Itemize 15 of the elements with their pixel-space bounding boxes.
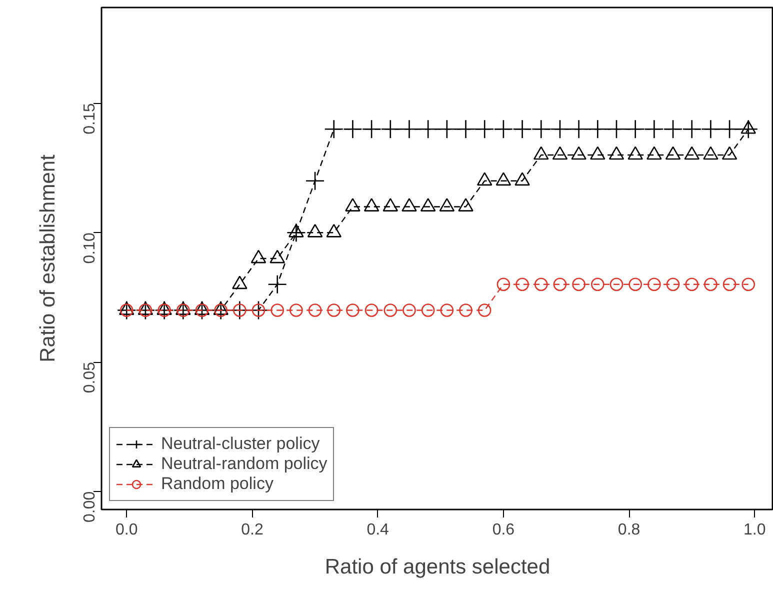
legend-label: Neutral-random policy [161,454,328,474]
x-tick-label: 0.0 [116,522,138,538]
x-axis-title: Ratio of agents selected [324,556,550,578]
x-tick-label: 0.4 [366,522,390,538]
x-tick-label: 0.2 [241,522,264,538]
legend-label: Neutral-cluster policy [161,434,320,454]
x-tick-label: 0.8 [618,522,640,538]
legend-label: Random policy [161,474,274,494]
y-tick-label: 0.10 [82,232,98,264]
y-tick-label: 0.15 [82,103,98,134]
y-tick-label: 0.00 [82,491,98,523]
x-tick-label: 0.6 [492,522,515,538]
x-tick-label: 1.0 [744,522,766,538]
y-tick-label: 0.05 [82,362,98,394]
y-axis-title: Ratio of establishment [36,154,60,362]
